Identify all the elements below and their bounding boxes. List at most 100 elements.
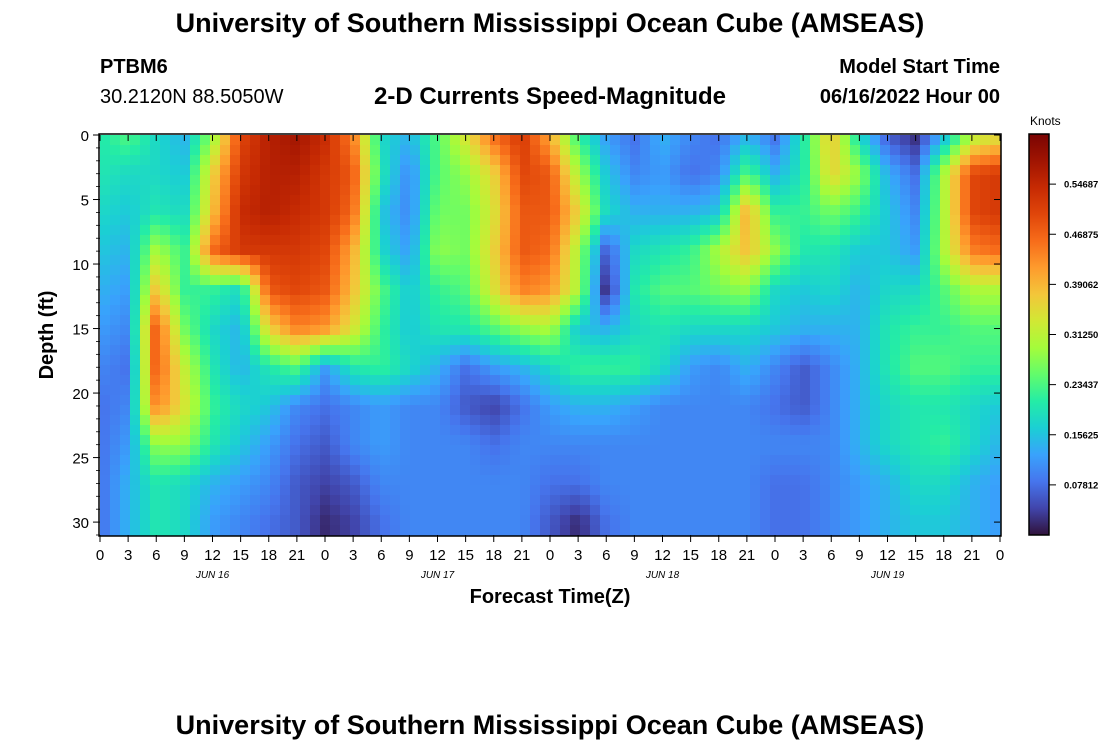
heatmap-cell <box>210 285 221 296</box>
heatmap-cell <box>770 445 781 456</box>
heatmap-cell <box>250 275 261 286</box>
heatmap-cell <box>330 315 341 326</box>
heatmap-cell <box>710 385 721 396</box>
heatmap-cell <box>360 355 371 366</box>
heatmap-cell <box>870 295 881 306</box>
heatmap-cell <box>530 205 541 216</box>
heatmap-cell <box>120 415 131 426</box>
heatmap-cell <box>960 235 971 246</box>
heatmap-cell <box>320 485 331 496</box>
heatmap-cell <box>160 215 171 226</box>
heatmap-cell <box>390 475 401 486</box>
heatmap-cell <box>460 275 471 286</box>
heatmap-cell <box>200 315 211 326</box>
heatmap-cell <box>400 285 411 296</box>
heatmap-cell <box>490 415 501 426</box>
heatmap-cell <box>160 165 171 176</box>
heatmap-cell <box>670 335 681 346</box>
heatmap-cell <box>330 235 341 246</box>
heatmap-cell <box>300 265 311 276</box>
heatmap-cell <box>870 205 881 216</box>
heatmap-cell <box>810 475 821 486</box>
heatmap-cell <box>120 305 131 316</box>
heatmap-cell <box>940 395 951 406</box>
heatmap-cell <box>980 415 991 426</box>
heatmap-cell <box>630 265 641 276</box>
heatmap-cell <box>370 515 381 526</box>
heatmap-cell <box>870 225 881 236</box>
heatmap-cell <box>990 425 1001 436</box>
heatmap-cell <box>170 145 181 156</box>
heatmap-cell <box>240 445 251 456</box>
heatmap-cell <box>130 265 141 276</box>
heatmap-cell <box>650 445 661 456</box>
heatmap-cell <box>740 165 751 176</box>
heatmap-cell <box>910 345 921 356</box>
heatmap-cell <box>220 425 231 436</box>
heatmap-cell <box>190 405 201 416</box>
heatmap-cell <box>390 355 401 366</box>
heatmap-cell <box>810 145 821 156</box>
heatmap-cell <box>330 425 341 436</box>
heatmap-cell <box>270 325 281 336</box>
heatmap-cell <box>600 385 611 396</box>
heatmap-cell <box>820 315 831 326</box>
heatmap-cell <box>940 355 951 366</box>
heatmap-cell <box>180 215 191 226</box>
heatmap-cell <box>690 325 701 336</box>
heatmap-cell <box>930 325 941 336</box>
heatmap-cell <box>840 185 851 196</box>
heatmap-cell <box>460 215 471 226</box>
heatmap-cell <box>860 405 871 416</box>
heatmap-cell <box>690 385 701 396</box>
heatmap-cell <box>290 355 301 366</box>
heatmap-cell <box>820 295 831 306</box>
heatmap-cell <box>960 345 971 356</box>
heatmap-cell <box>710 255 721 266</box>
heatmap-cell <box>370 235 381 246</box>
heatmap-cell <box>920 135 931 146</box>
heatmap-cell <box>770 385 781 396</box>
heatmap-cell <box>980 175 991 186</box>
heatmap-cell <box>230 365 241 376</box>
heatmap-cell <box>600 275 611 286</box>
heatmap-cell <box>130 335 141 346</box>
heatmap-cell <box>300 385 311 396</box>
heatmap-cell <box>480 255 491 266</box>
heatmap-cell <box>840 455 851 466</box>
heatmap-cell <box>430 295 441 306</box>
heatmap-cell <box>440 255 451 266</box>
heatmap-cell <box>860 165 871 176</box>
heatmap-cell <box>590 255 601 266</box>
heatmap-cell <box>370 335 381 346</box>
heatmap-cell <box>670 475 681 486</box>
heatmap-cell <box>930 425 941 436</box>
heatmap-cell <box>360 375 371 386</box>
heatmap-cell <box>550 515 561 526</box>
heatmap-cell <box>340 135 351 146</box>
heatmap-cell <box>330 485 341 496</box>
heatmap-cell <box>130 495 141 506</box>
heatmap-cell <box>240 275 251 286</box>
heatmap-cell <box>400 245 411 256</box>
heatmap-cell <box>890 185 901 196</box>
heatmap-cell <box>980 185 991 196</box>
heatmap-cell <box>430 455 441 466</box>
heatmap-cell <box>690 425 701 436</box>
heatmap-cell <box>390 435 401 446</box>
heatmap-cell <box>360 525 371 536</box>
heatmap-cell <box>700 265 711 276</box>
heatmap-cell <box>580 305 591 316</box>
heatmap-cell <box>520 285 531 296</box>
heatmap-cell <box>990 155 1001 166</box>
heatmap-cell <box>580 275 591 286</box>
heatmap-cell <box>260 175 271 186</box>
heatmap-cell <box>480 285 491 296</box>
heatmap-cell <box>520 515 531 526</box>
heatmap-cell <box>800 525 811 536</box>
heatmap-cell <box>100 365 111 376</box>
heatmap-cell <box>430 335 441 346</box>
heatmap-cell <box>910 375 921 386</box>
heatmap-cell <box>690 445 701 456</box>
heatmap-cell <box>910 445 921 456</box>
